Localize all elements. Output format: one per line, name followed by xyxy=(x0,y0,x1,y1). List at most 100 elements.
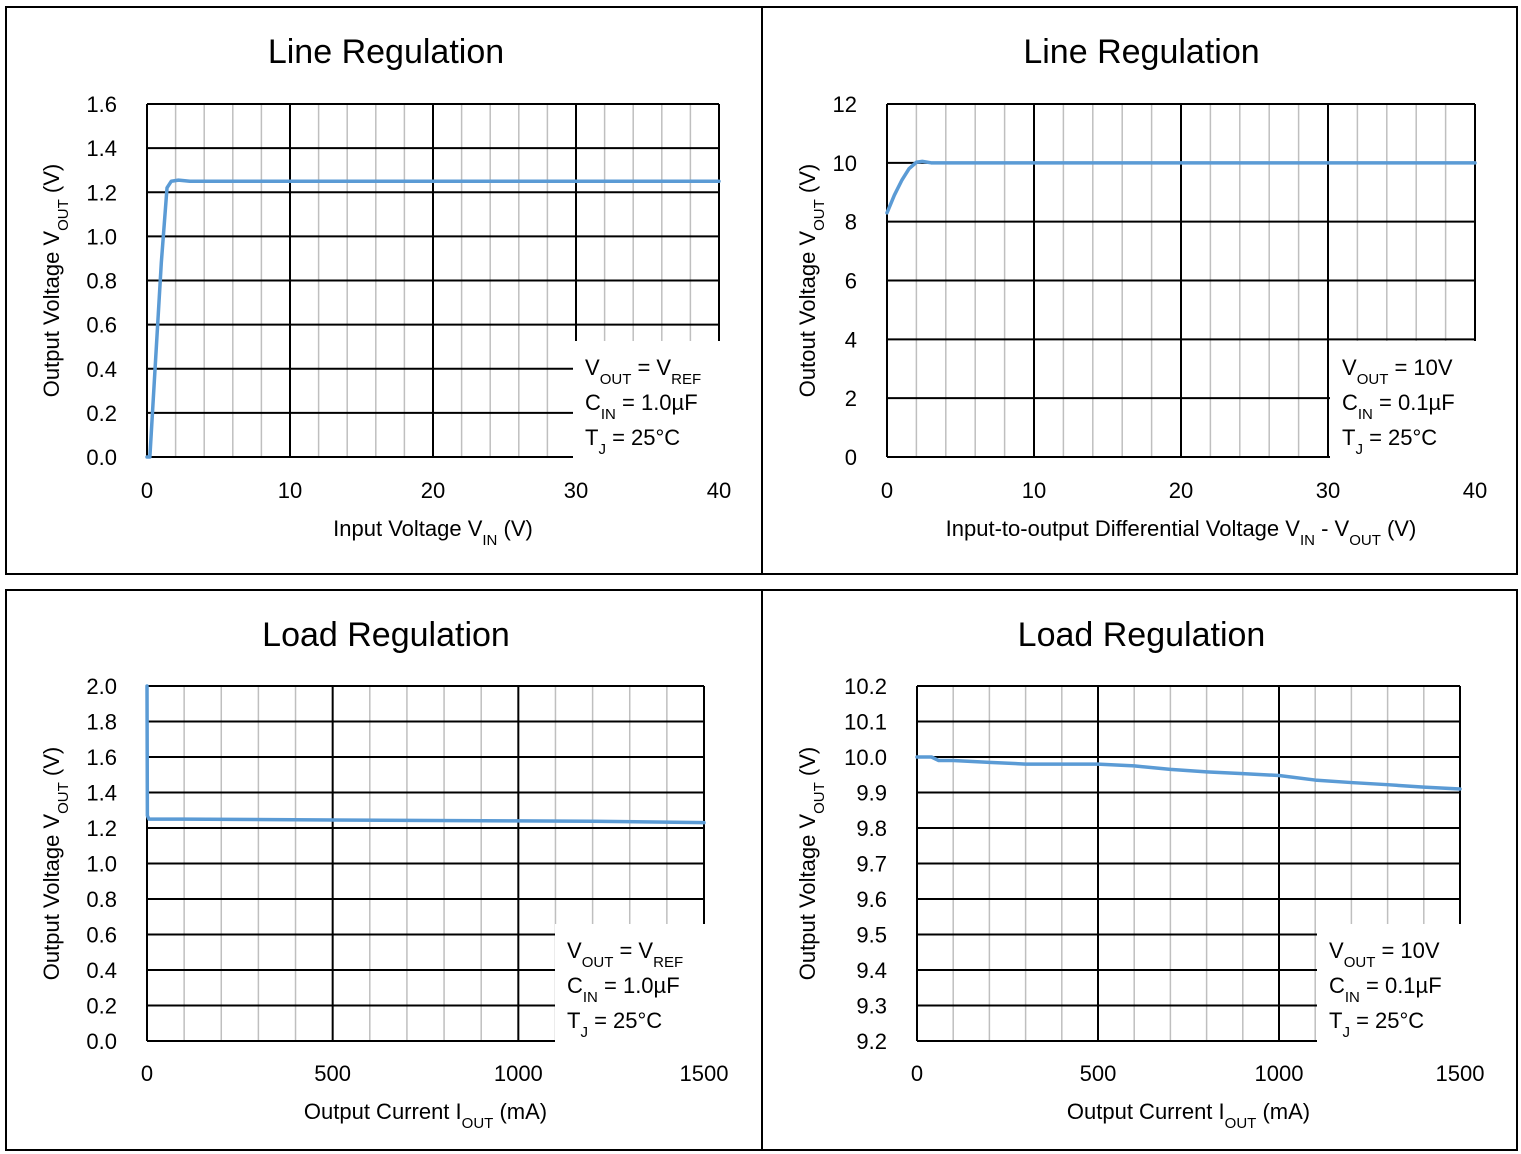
x-axis-label-text: Output Current I xyxy=(304,1099,462,1124)
x-axis-label-sub: IN xyxy=(482,532,497,549)
x-axis-label-sub: OUT xyxy=(1225,1115,1257,1132)
y-axis-label-sub: OUT xyxy=(811,782,828,814)
x-tick-label: 40 xyxy=(707,478,731,503)
y-tick-label: 10.2 xyxy=(844,674,887,699)
series-line xyxy=(885,159,1477,215)
y-tick-label: 0.8 xyxy=(86,887,117,912)
y-tick-label: 0.4 xyxy=(86,357,117,382)
y-tick-label: 0.0 xyxy=(86,1029,117,1054)
x-axis-label-text: - V xyxy=(1315,516,1350,541)
legend-text: C xyxy=(585,390,601,415)
series-line xyxy=(145,178,721,459)
legend-text: = 10V xyxy=(1388,355,1453,380)
y-axis-label: Output Voltage VOUT (V) xyxy=(39,747,72,980)
x-axis-label-text: Output Current I xyxy=(1067,1099,1225,1124)
legend-text: = 10V xyxy=(1375,938,1440,963)
legend-text: V xyxy=(585,355,600,380)
legend-text: REF xyxy=(671,371,701,388)
legend-text: REF xyxy=(653,954,683,971)
legend-box xyxy=(1330,341,1476,459)
x-tick-labels: 0 500 1000 1500 xyxy=(911,1061,1485,1086)
chart-panel-line-regulation-vref: VOUT = VREF CIN = 1.0µF TJ = 25°C Line Regu… xyxy=(5,6,763,575)
legend-text: = 1.0µF xyxy=(616,390,698,415)
legend-text: OUT xyxy=(1344,954,1376,971)
legend-text: T xyxy=(567,1008,580,1033)
legend-text: C xyxy=(1329,973,1345,998)
x-tick-labels: 0 500 1000 1500 xyxy=(141,1061,729,1086)
x-tick-label: 30 xyxy=(1316,478,1340,503)
x-axis-label-text: Input Voltage V xyxy=(333,516,483,541)
y-tick-labels: 0 2 4 6 8 10 12 xyxy=(833,92,857,470)
x-tick-label: 10 xyxy=(278,478,302,503)
x-tick-label: 0 xyxy=(911,1061,923,1086)
y-tick-label: 8 xyxy=(845,210,857,235)
y-tick-label: 1.0 xyxy=(86,852,117,877)
legend-text: = 25°C xyxy=(1350,1008,1424,1033)
legend-text: J xyxy=(598,441,606,458)
y-axis-label-sub: OUT xyxy=(55,199,72,231)
y-tick-label: 0 xyxy=(845,445,857,470)
x-tick-label: 500 xyxy=(314,1061,351,1086)
y-axis-label: Outout Voltage VOUT (V) xyxy=(795,164,828,397)
y-tick-label: 0.2 xyxy=(86,401,117,426)
y-tick-label: 0.6 xyxy=(86,313,117,338)
x-tick-labels: 0 10 20 30 40 xyxy=(141,478,731,503)
legend-text: C xyxy=(1342,390,1358,415)
y-axis-label: Output Voltage VOUT (V) xyxy=(795,747,828,980)
legend-text: IN xyxy=(1358,406,1373,423)
series-line xyxy=(915,755,1462,791)
legend-text: J xyxy=(1355,441,1363,458)
x-axis-label-text: (mA) xyxy=(1256,1099,1310,1124)
y-tick-label: 9.5 xyxy=(856,923,887,948)
x-tick-label: 1500 xyxy=(1436,1061,1485,1086)
legend-entry: TJ = 25°C xyxy=(585,425,680,458)
x-tick-labels: 0 10 20 30 40 xyxy=(881,478,1487,503)
legend-text: J xyxy=(1342,1024,1350,1041)
chart-title: Line Regulation xyxy=(268,33,504,71)
chart-title: Line Regulation xyxy=(1023,33,1259,71)
y-tick-label: 9.9 xyxy=(856,781,887,806)
y-tick-label: 1.0 xyxy=(86,224,117,249)
legend-text: T xyxy=(585,425,598,450)
x-axis-label-text: Input-to-output Differential Voltage V xyxy=(946,516,1301,541)
y-tick-label: 9.4 xyxy=(856,958,887,983)
legend-text: = 0.1µF xyxy=(1360,973,1442,998)
legend-entry: CIN = 0.1µF xyxy=(1342,390,1455,423)
legend-text: IN xyxy=(583,989,598,1006)
legend-entry: VOUT = VREF xyxy=(567,938,683,971)
legend-text: = 0.1µF xyxy=(1373,390,1455,415)
legend-text: OUT xyxy=(1357,371,1389,388)
x-tick-label: 0 xyxy=(141,1061,153,1086)
y-tick-label: 0.8 xyxy=(86,269,117,294)
x-tick-label: 0 xyxy=(881,478,893,503)
y-tick-label: 9.2 xyxy=(856,1029,887,1054)
y-tick-label: 10.1 xyxy=(844,710,887,735)
chart-title: Load Regulation xyxy=(262,616,510,654)
x-tick-label: 1000 xyxy=(494,1061,543,1086)
x-tick-label: 500 xyxy=(1080,1061,1117,1086)
y-tick-labels: 9.2 9.3 9.4 9.5 9.6 9.7 9.8 9.9 10.0 10.1 10.2 xyxy=(844,674,887,1054)
y-tick-label: 1.2 xyxy=(86,816,117,841)
y-tick-label: 0.2 xyxy=(86,994,117,1019)
y-axis-label-text: (V) xyxy=(39,164,64,199)
y-tick-label: 9.7 xyxy=(856,852,887,877)
x-axis-label: Input Voltage VIN (V) xyxy=(333,516,533,549)
x-axis-label-text: (mA) xyxy=(493,1099,547,1124)
legend-text: OUT xyxy=(600,371,632,388)
x-tick-label: 0 xyxy=(141,478,153,503)
y-tick-label: 0.4 xyxy=(86,958,117,983)
series-line xyxy=(145,684,706,825)
y-axis-label-text: (V) xyxy=(795,164,820,199)
legend-text: = V xyxy=(631,355,671,380)
x-tick-label: 10 xyxy=(1022,478,1046,503)
legend-text: = 1.0µF xyxy=(598,973,680,998)
y-tick-label: 10 xyxy=(833,151,857,176)
x-tick-label: 20 xyxy=(421,478,445,503)
y-tick-label: 1.4 xyxy=(86,136,117,161)
y-tick-label: 9.8 xyxy=(856,816,887,841)
